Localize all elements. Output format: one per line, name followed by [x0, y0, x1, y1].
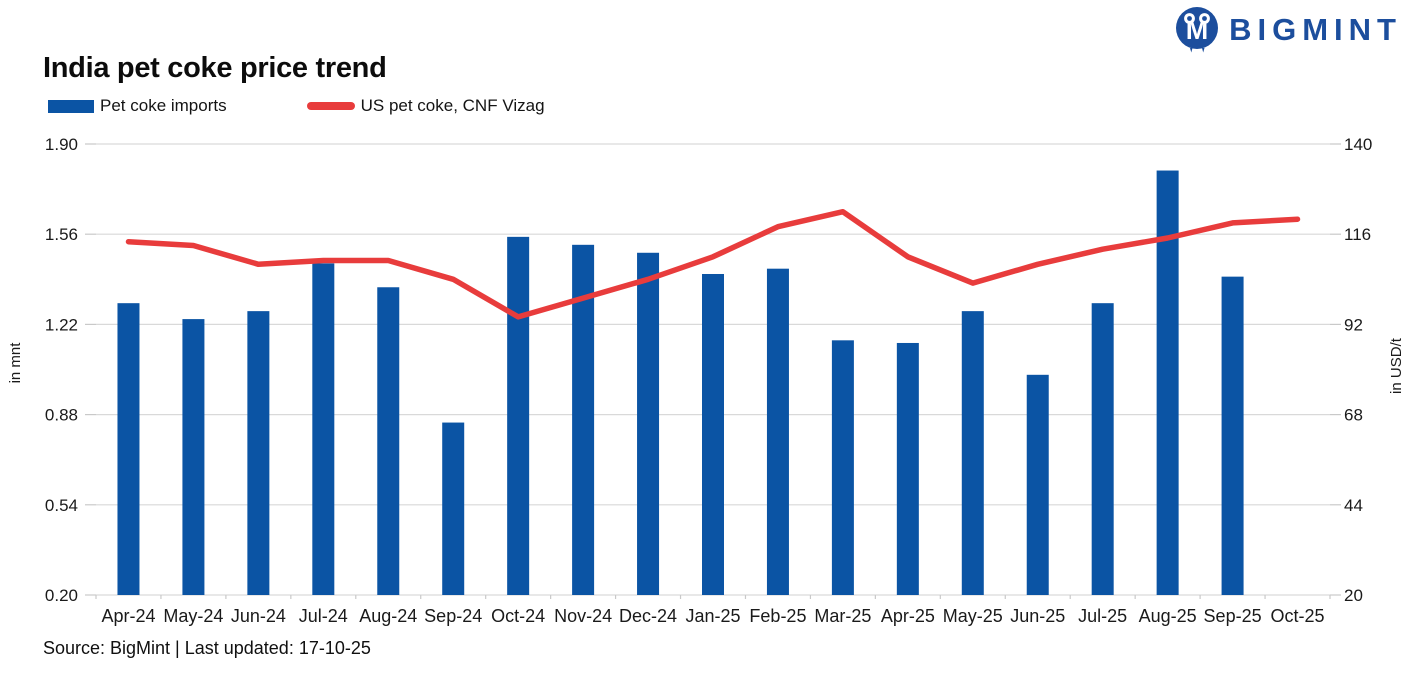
bar-swatch-icon	[48, 99, 94, 113]
bar-May-25	[961, 311, 984, 595]
x-axis-label: Sep-24	[424, 606, 482, 626]
legend-label-imports: Pet coke imports	[100, 96, 227, 115]
x-axis-label: Oct-24	[491, 606, 545, 626]
bar-Apr-24	[117, 303, 140, 595]
y-axis-tick-label-left: 0.54	[45, 496, 78, 515]
x-axis-label: Jul-24	[299, 606, 348, 626]
right-axis-unit-label: in USD/t	[1388, 337, 1405, 394]
bar-Feb-25	[766, 268, 789, 595]
bar-Mar-25	[831, 340, 854, 595]
y-axis-tick-label-right: 92	[1344, 315, 1363, 334]
legend: Pet coke imports US pet coke, CNF Vizag	[48, 96, 545, 116]
x-axis-label: Apr-24	[101, 606, 155, 626]
bar-Jul-24	[312, 263, 335, 595]
x-axis-label: Jul-25	[1078, 606, 1127, 626]
bar-Apr-25	[896, 342, 919, 595]
price-line	[125, 208, 1301, 320]
bigmint-logo: M BIGMINT	[1175, 6, 1402, 53]
x-axis-label: Mar-25	[814, 606, 871, 626]
bar-Sep-24	[442, 422, 465, 595]
x-axis-label: Sep-25	[1204, 606, 1262, 626]
source-note: Source: BigMint | Last updated: 17-10-25	[43, 638, 371, 658]
y-axis-tick-label-right: 116	[1344, 225, 1371, 244]
x-axis-label: Oct-25	[1271, 606, 1325, 626]
bar-Jun-24	[247, 311, 270, 595]
bar-May-24	[182, 319, 205, 595]
x-axis-label: Feb-25	[749, 606, 806, 626]
y-axis-tick-label-right: 68	[1344, 406, 1363, 425]
left-axis-unit-label: in mnt	[7, 342, 24, 384]
y-axis-tick-label-left: 0.88	[45, 406, 78, 425]
y-axis-tick-label-left: 1.22	[45, 315, 78, 334]
x-axis-label: May-25	[943, 606, 1003, 626]
x-axis-label: May-24	[163, 606, 223, 626]
legend-item-imports: Pet coke imports	[48, 96, 227, 116]
chart-title: India pet coke price trend	[43, 52, 387, 84]
bar-Aug-24	[377, 287, 400, 595]
y-axis-tick-label-right: 20	[1344, 586, 1363, 605]
bar-Jan-25	[702, 273, 724, 595]
bar-Aug-25	[1156, 170, 1179, 595]
bar-Jun-25	[1026, 374, 1049, 595]
x-axis-label: Aug-25	[1139, 606, 1197, 626]
x-axis-label: Apr-25	[881, 606, 935, 626]
legend-item-price: US pet coke, CNF Vizag	[306, 96, 545, 116]
bigmint-logo-text: BIGMINT	[1229, 11, 1402, 47]
x-axis-label: Jan-25	[685, 606, 740, 626]
x-axis-label: Dec-24	[619, 606, 677, 626]
bar-Oct-24	[507, 236, 530, 595]
bar-Sep-25	[1221, 276, 1244, 595]
x-axis-label: Jun-24	[231, 606, 286, 626]
legend-label-price: US pet coke, CNF Vizag	[360, 96, 545, 115]
y-axis-tick-label-left: 1.90	[45, 135, 78, 154]
y-axis-tick-label-left: 0.20	[45, 586, 78, 605]
x-axis-label: Jun-25	[1010, 606, 1065, 626]
x-axis-label: Nov-24	[554, 606, 612, 626]
x-axis-label: Aug-24	[359, 606, 417, 626]
y-axis-tick-label-right: 44	[1344, 496, 1363, 515]
y-axis-tick-label-left: 1.56	[45, 225, 78, 244]
line-swatch-icon	[306, 102, 355, 110]
bar-Jul-25	[1091, 303, 1114, 595]
bar-Dec-24	[637, 252, 660, 596]
y-axis-tick-label-right: 140	[1344, 135, 1372, 154]
bigmint-logo-icon: M	[1176, 7, 1219, 53]
bar-Nov-24	[572, 244, 595, 595]
